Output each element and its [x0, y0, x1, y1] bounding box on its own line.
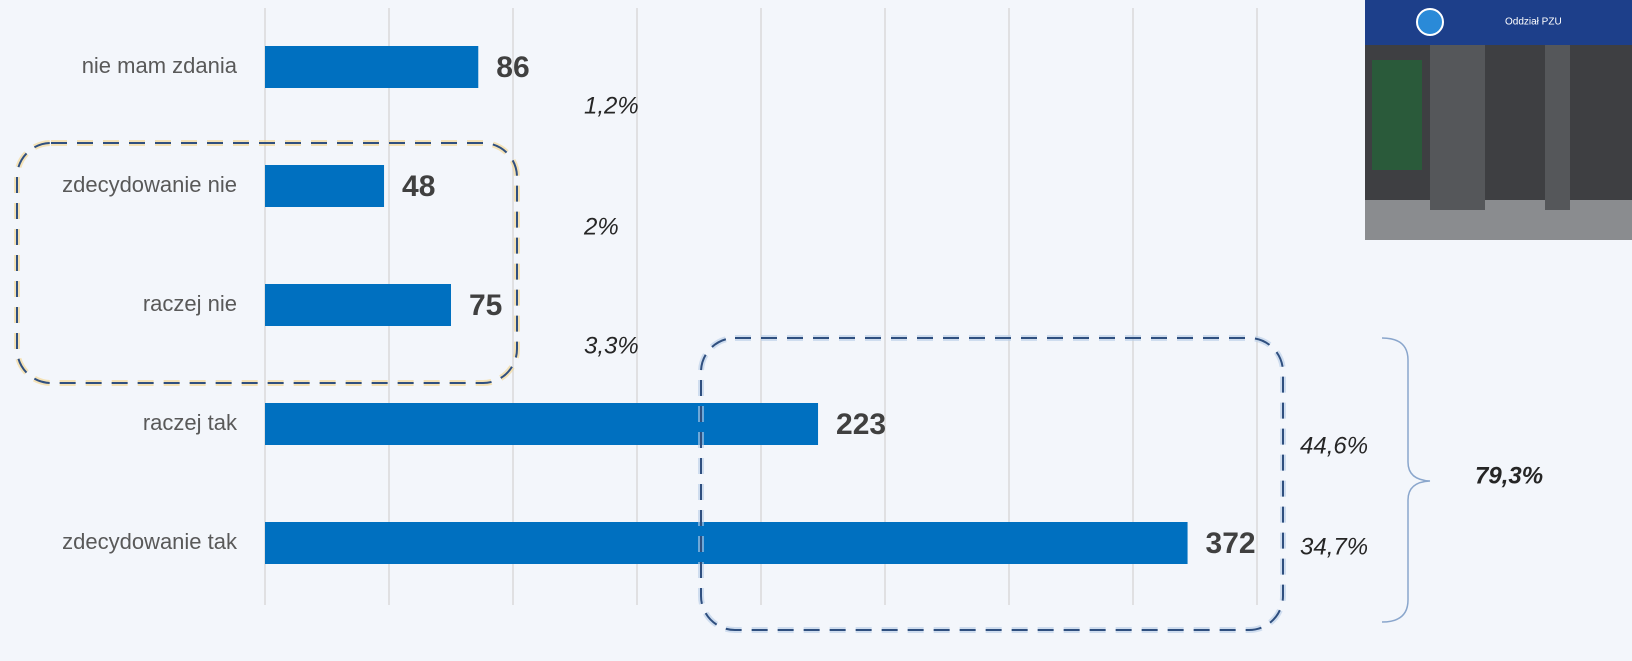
photo: Oddział PZU	[1365, 0, 1632, 240]
annotation: 3,3%	[584, 332, 639, 359]
annotation: 44,6%	[1300, 432, 1368, 459]
brace	[1381, 337, 1431, 623]
bar	[265, 403, 819, 445]
annotation: 79,3%	[1475, 462, 1543, 489]
annotation: 2%	[583, 213, 619, 240]
value-label: 223	[836, 408, 886, 441]
bar	[265, 522, 1188, 564]
bar	[265, 46, 479, 88]
value-label: 48	[402, 170, 435, 203]
category-label: raczej nie	[143, 291, 237, 316]
highlight-box	[16, 142, 518, 384]
bar	[265, 284, 451, 326]
bars	[265, 46, 1188, 564]
value-label: 75	[469, 289, 502, 322]
category-label: nie mam zdania	[82, 53, 238, 78]
photo-caption: Oddział PZU	[1505, 17, 1562, 28]
annotation: 1,2%	[584, 92, 639, 119]
category-label: raczej tak	[143, 410, 238, 435]
bar	[265, 165, 385, 207]
value-label: 372	[1206, 527, 1256, 560]
highlight-box	[700, 337, 1284, 631]
category-label: zdecydowanie nie	[62, 172, 237, 197]
category-label: zdecydowanie tak	[62, 529, 238, 554]
value-label: 86	[496, 51, 529, 84]
annotation: 34,7%	[1300, 533, 1368, 560]
